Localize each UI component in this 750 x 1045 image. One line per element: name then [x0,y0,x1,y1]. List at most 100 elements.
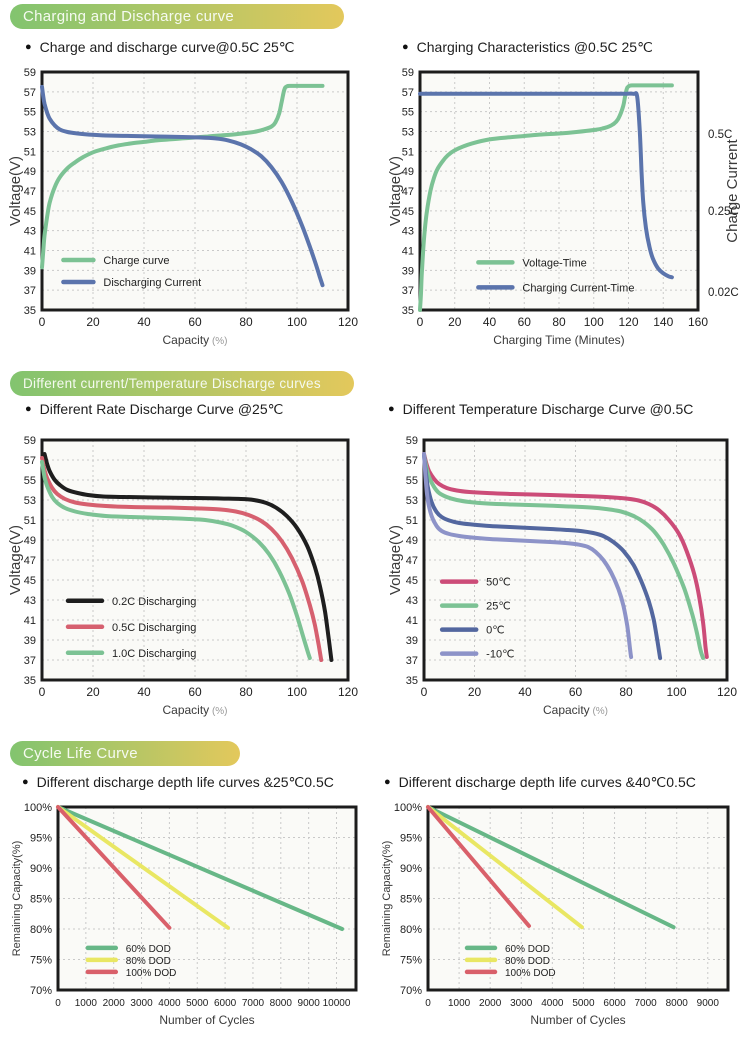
svg-text:41: 41 [406,615,418,627]
charging-characteristics-chart: 0 20 40 60 80 100 120 140 160 35 37 39 41 43 45 47 49 51 5… [388,67,741,347]
svg-text:95%: 95% [30,833,52,845]
svg-text:160: 160 [688,315,708,329]
svg-text:50℃: 50℃ [486,577,511,589]
svg-text:Charge curve: Charge curve [103,255,169,267]
svg-text:-10℃: -10℃ [486,649,514,661]
svg-text:Voltage(V): Voltage(V) [8,525,24,595]
chart-title-text: Different discharge depth life curves &4… [398,774,696,790]
svg-text:80% DOD: 80% DOD [505,956,550,967]
svg-text:5000: 5000 [572,998,595,1009]
svg-text:75%: 75% [400,955,422,967]
svg-text:120: 120 [338,315,358,329]
svg-text:51: 51 [24,515,36,527]
svg-text:57: 57 [406,455,418,467]
chart-title-text: Charge and discharge curve@0.5C 25℃ [39,39,295,55]
svg-text:49: 49 [24,166,36,178]
svg-text:90%: 90% [30,863,52,875]
bullet-icon: ● [25,41,32,53]
svg-text:45: 45 [406,575,418,587]
svg-text:37: 37 [406,655,418,667]
svg-text:55: 55 [402,107,414,119]
svg-text:Capacity (%): Capacity (%) [162,703,227,717]
svg-text:55: 55 [24,475,36,487]
charge-discharge-curve-chart: 0 20 40 60 80 100 120 35 37 39 41 43 45 47 49 51 53 55 57 5… [8,67,358,347]
svg-text:Voltage-Time: Voltage-Time [522,257,586,269]
svg-text:100% DOD: 100% DOD [505,968,556,979]
svg-text:80%: 80% [400,924,422,936]
svg-text:0: 0 [39,685,46,699]
temperature-discharge-curve-chart: 0 20 40 60 80 100 120 35 37 39 41 43 45 47 49 51 53 55 57 5… [388,435,737,717]
svg-text:40: 40 [483,315,497,329]
svg-text:Charge Current: Charge Current [724,138,741,242]
svg-text:0.5C: 0.5C [708,129,732,141]
chart-title-charge-discharge: ● Charge and discharge curve@0.5C 25℃ [25,39,295,56]
chart-title-charging-characteristics: ● Charging Characteristics @0.5C 25℃ [402,39,653,56]
cycle-life-25c-chart: 0 1000 2000 3000 4000 5000 6000 7000 8000 9000 100… [11,802,358,1027]
svg-text:59: 59 [24,67,36,79]
bullet-icon: ● [25,403,32,415]
svg-text:0.25C: 0.25C [708,206,739,218]
svg-text:120: 120 [717,685,737,699]
svg-text:9000: 9000 [697,998,720,1009]
svg-text:100% DOD: 100% DOD [126,968,177,979]
svg-text:20: 20 [86,685,100,699]
svg-text:5000: 5000 [186,998,209,1009]
svg-text:Number of Cycles: Number of Cycles [159,1013,254,1027]
svg-text:53: 53 [24,127,36,139]
svg-text:60% DOD: 60% DOD [126,944,171,955]
svg-text:120: 120 [338,685,358,699]
svg-text:51: 51 [24,146,36,158]
svg-text:3000: 3000 [130,998,153,1009]
svg-text:55: 55 [24,107,36,119]
svg-text:Remaining Capacity(%): Remaining Capacity(%) [11,841,23,957]
svg-text:57: 57 [402,87,414,99]
svg-text:51: 51 [406,515,418,527]
svg-text:37: 37 [24,655,36,667]
svg-text:75%: 75% [30,955,52,967]
chart-title-text: Different Temperature Discharge Curve @0… [402,401,694,417]
chart-title-text: Different Rate Discharge Curve @25℃ [39,401,284,417]
section-banner-charging-discharge: Charging and Discharge curve [10,4,344,29]
svg-text:100: 100 [287,685,307,699]
svg-text:47: 47 [406,555,418,567]
svg-text:43: 43 [24,226,36,238]
svg-text:80: 80 [239,685,253,699]
svg-text:47: 47 [402,186,414,198]
svg-text:120: 120 [618,315,638,329]
svg-text:6000: 6000 [603,998,626,1009]
svg-text:1000: 1000 [75,998,98,1009]
svg-text:Discharging Current: Discharging Current [103,277,201,289]
svg-text:80: 80 [552,315,566,329]
svg-text:Voltage(V): Voltage(V) [388,156,404,226]
svg-text:10000: 10000 [323,998,351,1009]
svg-text:1.0C Discharging: 1.0C Discharging [112,648,196,660]
svg-text:49: 49 [402,166,414,178]
svg-text:35: 35 [24,305,36,317]
svg-text:100: 100 [584,315,604,329]
svg-text:0: 0 [55,998,61,1009]
svg-text:9000: 9000 [298,998,321,1009]
svg-text:0.2C Discharging: 0.2C Discharging [112,596,196,608]
svg-text:53: 53 [406,495,418,507]
svg-text:0.5C Discharging: 0.5C Discharging [112,622,196,634]
svg-text:60: 60 [569,685,583,699]
chart-title-temperature-discharge: ● Different Temperature Discharge Curve … [388,401,693,417]
svg-text:40: 40 [137,315,151,329]
svg-text:1000: 1000 [448,998,471,1009]
svg-text:20: 20 [448,315,462,329]
svg-text:0: 0 [39,315,46,329]
svg-text:0℃: 0℃ [486,625,504,637]
svg-text:70%: 70% [400,985,422,997]
svg-text:80% DOD: 80% DOD [126,956,171,967]
svg-text:0.02C: 0.02C [708,287,739,299]
svg-text:80%: 80% [30,924,52,936]
svg-text:37: 37 [24,285,36,297]
svg-text:Number of Cycles: Number of Cycles [530,1013,625,1027]
svg-text:80: 80 [239,315,253,329]
svg-text:100: 100 [287,315,307,329]
svg-text:39: 39 [406,635,418,647]
svg-text:Charging Current-Time: Charging Current-Time [522,282,634,294]
svg-text:Charging Time (Minutes): Charging Time (Minutes) [493,333,624,347]
svg-text:37: 37 [402,285,414,297]
